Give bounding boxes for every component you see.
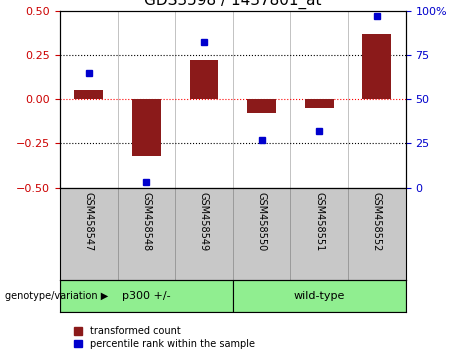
Bar [60, 280, 233, 312]
Text: GSM458548: GSM458548 [142, 192, 151, 251]
Bar [189, 60, 219, 99]
Bar [132, 99, 161, 156]
Text: p300 +/-: p300 +/- [122, 291, 171, 301]
Text: GSM458551: GSM458551 [314, 192, 324, 251]
Text: genotype/variation ▶: genotype/variation ▶ [5, 291, 108, 301]
Bar [233, 280, 406, 312]
Text: GSM458549: GSM458549 [199, 192, 209, 251]
Text: wild-type: wild-type [294, 291, 345, 301]
Text: GSM458552: GSM458552 [372, 192, 382, 252]
Title: GDS3598 / 1437801_at: GDS3598 / 1437801_at [144, 0, 322, 9]
Bar [74, 90, 103, 99]
Bar [305, 99, 334, 108]
Bar [362, 34, 391, 99]
Legend: transformed count, percentile rank within the sample: transformed count, percentile rank withi… [74, 326, 254, 349]
Text: GSM458547: GSM458547 [84, 192, 94, 251]
Text: GSM458550: GSM458550 [257, 192, 266, 251]
Bar [247, 99, 276, 113]
